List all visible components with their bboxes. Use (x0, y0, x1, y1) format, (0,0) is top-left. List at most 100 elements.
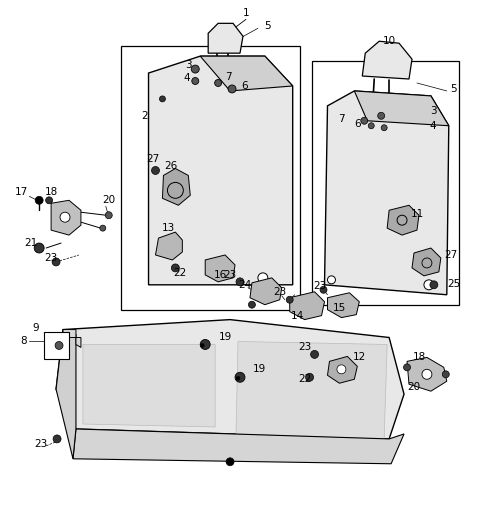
Circle shape (200, 343, 204, 347)
Text: 24: 24 (239, 280, 252, 290)
Circle shape (443, 371, 449, 378)
Circle shape (381, 125, 387, 131)
Text: 19: 19 (218, 331, 232, 341)
Circle shape (361, 117, 368, 124)
Text: 22: 22 (174, 268, 187, 278)
Polygon shape (205, 255, 235, 282)
Text: 5: 5 (264, 21, 271, 31)
Text: 26: 26 (164, 161, 177, 171)
Circle shape (215, 79, 222, 86)
Polygon shape (148, 56, 293, 285)
Polygon shape (51, 200, 81, 235)
Polygon shape (327, 293, 360, 318)
Circle shape (236, 376, 240, 380)
Circle shape (228, 85, 236, 93)
Circle shape (55, 341, 63, 349)
Polygon shape (208, 23, 243, 53)
Circle shape (306, 373, 313, 381)
Circle shape (378, 112, 384, 119)
Circle shape (192, 78, 199, 84)
Text: 19: 19 (253, 364, 266, 374)
Circle shape (152, 167, 159, 174)
Polygon shape (56, 330, 76, 459)
Text: 9: 9 (33, 323, 39, 333)
Circle shape (60, 212, 70, 222)
Text: 14: 14 (291, 311, 304, 321)
Circle shape (192, 65, 199, 73)
Circle shape (105, 212, 112, 219)
Text: 11: 11 (410, 209, 423, 219)
Polygon shape (312, 61, 459, 305)
Text: 6: 6 (354, 119, 360, 129)
Text: 23: 23 (35, 439, 48, 449)
Polygon shape (73, 429, 404, 464)
Circle shape (404, 364, 410, 371)
Circle shape (226, 458, 234, 466)
Text: 4: 4 (183, 73, 190, 83)
Text: 23: 23 (298, 342, 311, 352)
Circle shape (258, 273, 268, 283)
Polygon shape (156, 232, 182, 260)
Text: 23: 23 (313, 281, 326, 291)
Text: 18: 18 (412, 352, 426, 363)
Text: 2: 2 (141, 111, 148, 121)
Polygon shape (56, 320, 404, 439)
Polygon shape (290, 292, 324, 320)
Polygon shape (354, 91, 449, 126)
Circle shape (320, 286, 327, 293)
Polygon shape (407, 358, 447, 391)
Circle shape (368, 123, 374, 129)
Text: 5: 5 (450, 84, 457, 94)
Circle shape (171, 264, 180, 272)
Text: 3: 3 (431, 106, 437, 116)
Circle shape (46, 197, 53, 204)
Text: 23: 23 (45, 253, 58, 263)
Circle shape (236, 278, 244, 286)
Circle shape (52, 258, 60, 266)
Circle shape (235, 372, 245, 382)
Text: 7: 7 (338, 114, 345, 124)
Circle shape (53, 435, 61, 443)
Text: 1: 1 (243, 9, 249, 18)
Text: 12: 12 (353, 352, 366, 363)
Text: 3: 3 (185, 60, 192, 70)
Text: 18: 18 (45, 187, 58, 197)
Circle shape (249, 301, 255, 308)
Text: 15: 15 (333, 302, 346, 313)
Text: 13: 13 (162, 223, 175, 233)
Circle shape (337, 365, 346, 374)
Polygon shape (63, 330, 81, 347)
Polygon shape (236, 341, 387, 439)
Text: 4: 4 (430, 121, 436, 131)
Text: 8: 8 (20, 336, 26, 346)
Circle shape (286, 296, 293, 303)
Text: 27: 27 (444, 250, 457, 260)
Polygon shape (44, 332, 69, 360)
Circle shape (422, 369, 432, 379)
Text: 27: 27 (146, 154, 159, 164)
Polygon shape (387, 205, 419, 235)
Text: 7: 7 (225, 72, 231, 82)
Circle shape (430, 281, 438, 289)
Polygon shape (362, 41, 412, 79)
Text: 20: 20 (102, 195, 115, 206)
Text: 17: 17 (15, 187, 28, 197)
Polygon shape (327, 357, 357, 383)
Circle shape (34, 243, 44, 253)
Polygon shape (120, 46, 300, 310)
Polygon shape (162, 169, 190, 205)
Circle shape (159, 96, 166, 102)
Text: 25: 25 (447, 279, 460, 289)
Text: 23: 23 (223, 270, 237, 280)
Text: 16: 16 (214, 270, 227, 280)
Text: 6: 6 (241, 81, 248, 91)
Polygon shape (324, 91, 449, 295)
Circle shape (327, 276, 336, 284)
Polygon shape (412, 248, 441, 276)
Circle shape (35, 196, 43, 205)
Polygon shape (250, 278, 282, 305)
Circle shape (100, 225, 106, 231)
Text: 22: 22 (298, 374, 311, 384)
Circle shape (311, 350, 319, 359)
Text: 23: 23 (273, 287, 287, 297)
